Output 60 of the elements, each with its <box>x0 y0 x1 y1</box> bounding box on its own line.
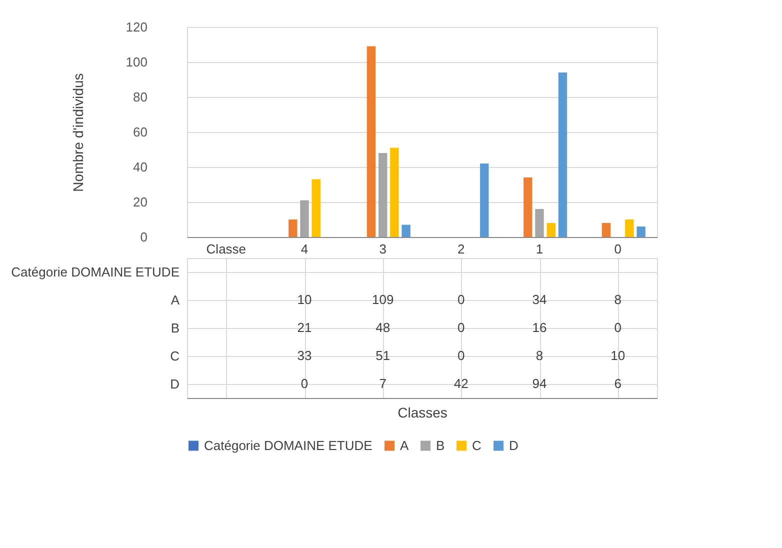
bar <box>300 200 309 237</box>
bar <box>546 223 556 237</box>
data-label: 0 <box>300 376 308 391</box>
text: C <box>170 348 180 364</box>
bar <box>288 220 298 237</box>
text: A <box>170 292 180 308</box>
text: D <box>170 376 180 392</box>
y-tick-label: 20 <box>133 194 148 210</box>
legend-label: C <box>472 438 482 453</box>
y-tick-label: 60 <box>133 124 148 140</box>
data-label: 48 <box>376 320 390 335</box>
data-label: 42 <box>454 376 468 391</box>
data-label: 10 <box>610 348 626 363</box>
data-label: 109 <box>372 292 394 307</box>
data-label: 10 <box>297 292 312 307</box>
bar <box>312 179 320 237</box>
data-label: 8 <box>614 292 622 307</box>
bar <box>558 72 568 237</box>
data-label: 21 <box>297 320 312 335</box>
bar <box>535 209 544 237</box>
data-label: 7 <box>379 376 386 391</box>
legend-label: D <box>509 438 518 453</box>
data-label: 0 <box>614 320 622 335</box>
data-label: 6 <box>614 376 622 391</box>
x-tick-label: 3 <box>379 242 386 256</box>
bar <box>524 178 532 237</box>
data-label: 94 <box>532 376 547 391</box>
legend-label: Catégorie DOMAINE ETUDE <box>204 438 373 453</box>
bar <box>366 46 376 237</box>
data-label: 34 <box>532 292 547 307</box>
bar <box>378 153 388 237</box>
x-tick-label: 4 <box>300 242 308 256</box>
bar <box>625 220 634 237</box>
x-tick-label: 1 <box>536 242 544 256</box>
bar <box>390 148 399 237</box>
data-label: 16 <box>532 320 547 335</box>
bar <box>480 164 489 237</box>
data-label: 0 <box>458 320 465 335</box>
bar <box>636 226 646 237</box>
legend-label: B <box>436 438 445 453</box>
x-tick-label: Classe <box>206 242 246 256</box>
y-tick-label: 80 <box>133 90 148 104</box>
data-label: 33 <box>297 348 312 363</box>
data-label: 51 <box>376 348 390 363</box>
legend-label: A <box>400 438 409 453</box>
bar <box>402 224 410 237</box>
text: Catégorie DOMAINE ETUDE <box>11 264 180 280</box>
text: B <box>170 320 180 336</box>
y-tick-label: 120 <box>126 20 148 34</box>
y-axis-title: Nombre d'individus <box>70 73 86 192</box>
data-label: 0 <box>458 348 465 363</box>
x-tick-label: 0 <box>614 242 622 256</box>
bar <box>602 223 611 237</box>
y-tick-label: 0 <box>140 230 148 244</box>
y-tick-label: 40 <box>133 160 148 174</box>
x-tick-label: 2 <box>458 242 465 256</box>
text: Classes <box>398 404 448 420</box>
data-label: 0 <box>458 292 465 307</box>
data-label: 8 <box>536 348 544 363</box>
y-tick-label: 100 <box>126 54 148 70</box>
